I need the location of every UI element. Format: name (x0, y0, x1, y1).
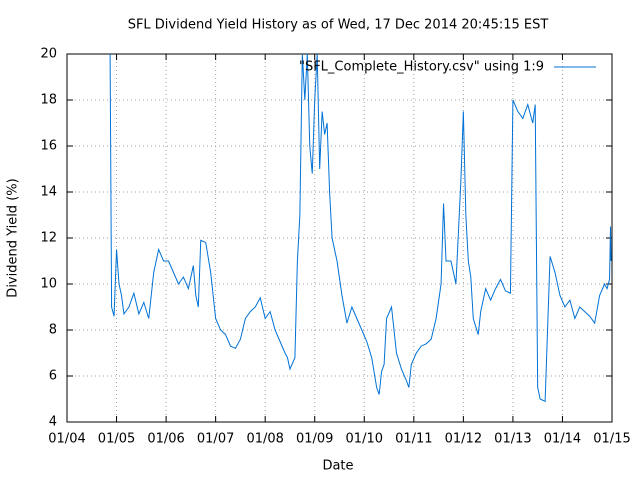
x-tick-label: 01/08 (246, 432, 283, 447)
x-tick-label: 01/07 (197, 432, 234, 447)
y-tick-label: 18 (40, 93, 57, 108)
y-tick-label: 12 (40, 231, 57, 246)
y-tick-label: 10 (40, 277, 57, 292)
y-tick-label: 14 (40, 185, 57, 200)
x-tick-label: 01/15 (593, 432, 630, 447)
data-line (109, 53, 612, 403)
x-tick-label: 01/09 (296, 432, 333, 447)
y-tick-label: 16 (40, 139, 57, 154)
plot-border (66, 53, 613, 423)
x-tick-label: 01/11 (395, 432, 432, 447)
x-tick-label: 01/05 (98, 432, 135, 447)
y-tick-label: 6 (49, 369, 57, 384)
y-tick-label: 8 (49, 323, 57, 338)
x-tick-label: 01/14 (544, 432, 581, 447)
x-tick-label: 01/13 (494, 432, 531, 447)
x-tick-label: 01/10 (346, 432, 383, 447)
y-axis-label: Dividend Yield (%) (6, 178, 21, 297)
y-tick-label: 20 (40, 47, 57, 62)
x-tick-label: 01/12 (445, 432, 482, 447)
x-axis-label: Date (322, 459, 353, 474)
x-tick-label: 01/04 (48, 432, 85, 447)
x-tick-label: 01/06 (147, 432, 184, 447)
chart-title: SFL Dividend Yield History as of Wed, 17… (128, 18, 549, 33)
y-tick-label: 4 (49, 415, 57, 430)
legend-label: "SFL_Complete_History.csv" using 1:9 (299, 60, 544, 75)
